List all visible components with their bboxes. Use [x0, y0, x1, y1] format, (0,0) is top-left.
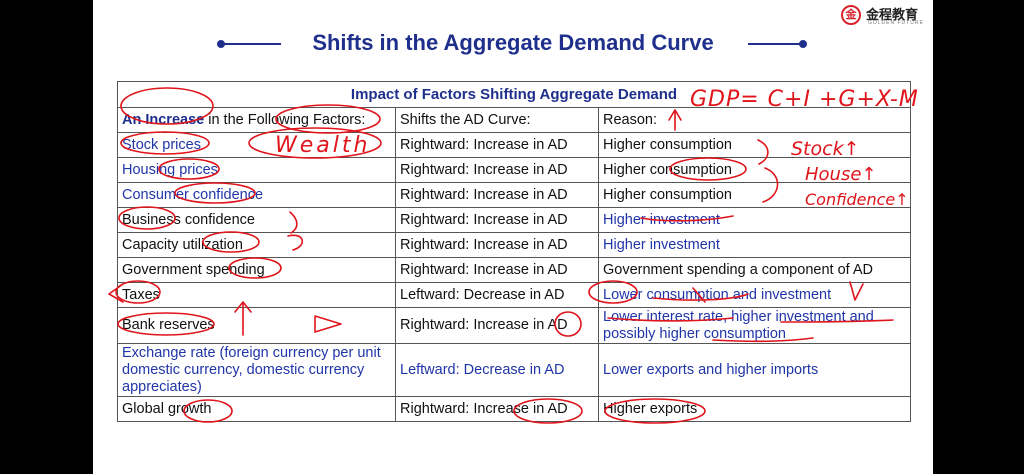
- table-row: Business confidence Rightward: Increase …: [117, 207, 911, 233]
- reason-cell: Lower interest rate, higher investment a…: [598, 307, 911, 344]
- reason-cell: Higher consumption: [598, 157, 911, 183]
- header-factor-rest: in the Following Factors:: [204, 111, 366, 128]
- header-factor: An Increase in the Following Factors:: [117, 107, 396, 133]
- table-caption: Impact of Factors Shifting Aggregate Dem…: [117, 81, 911, 108]
- slide: 金 金程教育 GOLDEN FUTURE Shifts in the Aggre…: [93, 0, 933, 474]
- shift-cell: Rightward: Increase in AD: [395, 207, 599, 233]
- shift-cell: Rightward: Increase in AD: [395, 396, 599, 422]
- title-right-dot: [799, 40, 807, 48]
- title-left-line: [221, 43, 281, 45]
- page-title: Shifts in the Aggregate Demand Curve: [312, 30, 714, 55]
- factor-cell: Consumer confidence: [117, 182, 396, 208]
- table-row: Consumer confidence Rightward: Increase …: [117, 182, 911, 208]
- shift-cell: Rightward: Increase in AD: [395, 307, 599, 344]
- table-row: Stock prices Rightward: Increase in AD H…: [117, 132, 911, 158]
- table-row: Exchange rate (foreign currency per unit…: [117, 343, 911, 397]
- header-reason: Reason:: [598, 107, 911, 133]
- logo-badge-icon: 金: [841, 5, 861, 25]
- logo-name: 金程教育: [866, 8, 919, 23]
- table-row: Housing prices Rightward: Increase in AD…: [117, 157, 911, 183]
- factor-cell: Government spending: [117, 257, 396, 283]
- reason-cell: Higher exports: [598, 396, 911, 422]
- table-row: Government spending Rightward: Increase …: [117, 257, 911, 283]
- shift-cell: Leftward: Decrease in AD: [395, 282, 599, 308]
- shift-cell: Rightward: Increase in AD: [395, 232, 599, 258]
- title-right-line: [748, 43, 803, 45]
- shift-cell: Rightward: Increase in AD: [395, 132, 599, 158]
- factor-cell: Taxes: [117, 282, 396, 308]
- table-row: Capacity utilization Rightward: Increase…: [117, 232, 911, 258]
- reason-cell: Lower consumption and investment: [598, 282, 911, 308]
- reason-cell: Lower exports and higher imports: [598, 343, 911, 397]
- company-logo: 金 金程教育 GOLDEN FUTURE: [841, 4, 927, 28]
- factor-cell: Exchange rate (foreign currency per unit…: [117, 343, 396, 397]
- reason-cell: Government spending a component of AD: [598, 257, 911, 283]
- shift-cell: Rightward: Increase in AD: [395, 257, 599, 283]
- factor-cell: Housing prices: [117, 157, 396, 183]
- factor-cell: Business confidence: [117, 207, 396, 233]
- factor-cell: Capacity utilization: [117, 232, 396, 258]
- factor-cell: Global growth: [117, 396, 396, 422]
- shift-cell: Rightward: Increase in AD: [395, 182, 599, 208]
- reason-cell: Higher consumption: [598, 182, 911, 208]
- ad-factors-table: Impact of Factors Shifting Aggregate Dem…: [117, 81, 911, 422]
- shift-cell: Rightward: Increase in AD: [395, 157, 599, 183]
- reason-cell: Higher investment: [598, 207, 911, 233]
- logo-subtitle: GOLDEN FUTURE: [868, 20, 924, 26]
- header-shift: Shifts the AD Curve:: [395, 107, 599, 133]
- table-row: Global growth Rightward: Increase in AD …: [117, 396, 911, 422]
- shift-cell: Leftward: Decrease in AD: [395, 343, 599, 397]
- table-row: Taxes Leftward: Decrease in AD Lower con…: [117, 282, 911, 308]
- table-header-row: An Increase in the Following Factors: Sh…: [117, 107, 911, 133]
- factor-cell: Stock prices: [117, 132, 396, 158]
- reason-cell: Higher consumption: [598, 132, 911, 158]
- table-row: Bank reserves Rightward: Increase in AD …: [117, 307, 911, 344]
- reason-cell: Higher investment: [598, 232, 911, 258]
- factor-cell: Bank reserves: [117, 307, 396, 344]
- header-factor-bold: An Increase: [122, 111, 205, 128]
- title-row: Shifts in the Aggregate Demand Curve: [93, 28, 933, 58]
